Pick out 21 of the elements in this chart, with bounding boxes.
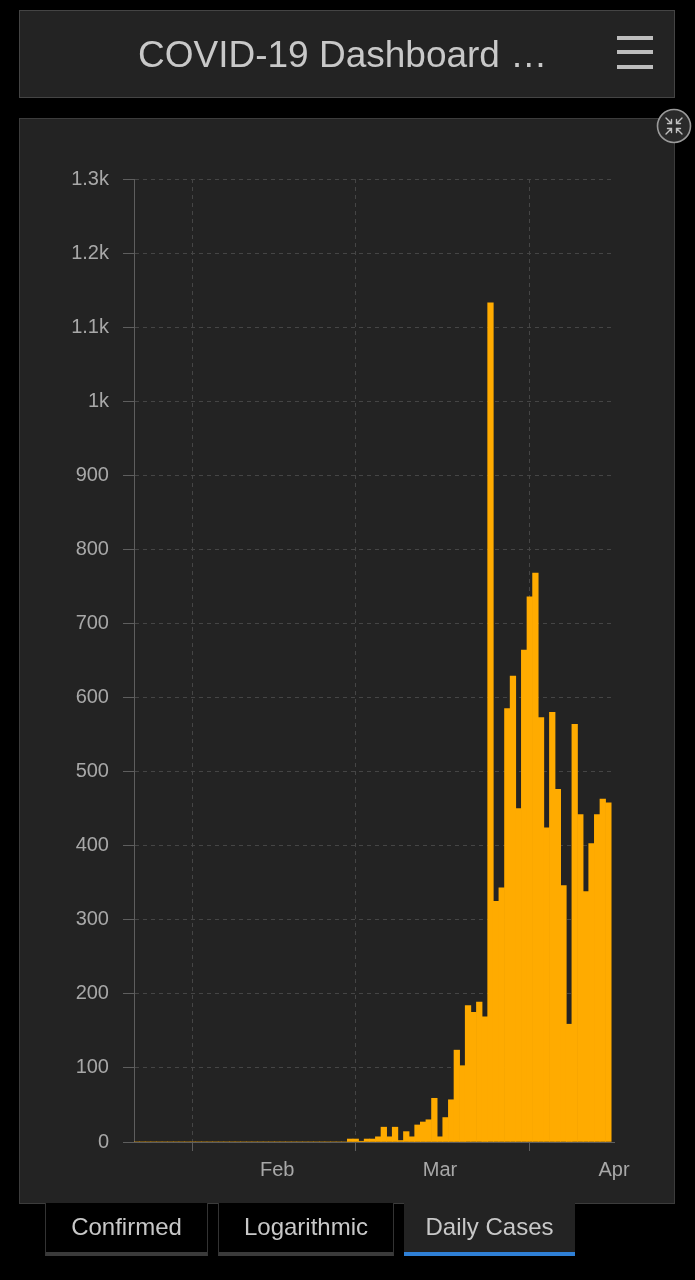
x-tick-label: Feb bbox=[259, 1157, 295, 1180]
y-tick-label: 200 bbox=[75, 981, 109, 1004]
y-tick-label: 1.3k bbox=[71, 166, 110, 189]
chart-title: COVID-19 Dashboard … bbox=[138, 34, 548, 75]
y-tick-label: 0 bbox=[97, 1129, 109, 1152]
y-tick-label: 300 bbox=[75, 907, 109, 930]
tab: Confirmed bbox=[45, 1203, 208, 1256]
y-tick-label: 400 bbox=[75, 833, 109, 856]
y-tick-label: 900 bbox=[75, 462, 109, 485]
x-tick-label: Apr bbox=[598, 1157, 630, 1180]
x-tick-label: Mar bbox=[422, 1157, 458, 1180]
tab: Daily Cases bbox=[404, 1203, 575, 1256]
y-tick-label: 100 bbox=[75, 1055, 109, 1078]
y-tick-label: 1.2k bbox=[71, 240, 110, 263]
y-tick-label: 1k bbox=[87, 388, 110, 411]
y-tick-label: 600 bbox=[75, 685, 109, 708]
y-tick-label: 700 bbox=[75, 610, 109, 633]
y-tick-label: 500 bbox=[75, 759, 109, 782]
y-tick-label: 1.1k bbox=[71, 314, 110, 337]
tab: Logarithmic bbox=[218, 1203, 394, 1256]
y-tick-label: 800 bbox=[75, 536, 109, 559]
